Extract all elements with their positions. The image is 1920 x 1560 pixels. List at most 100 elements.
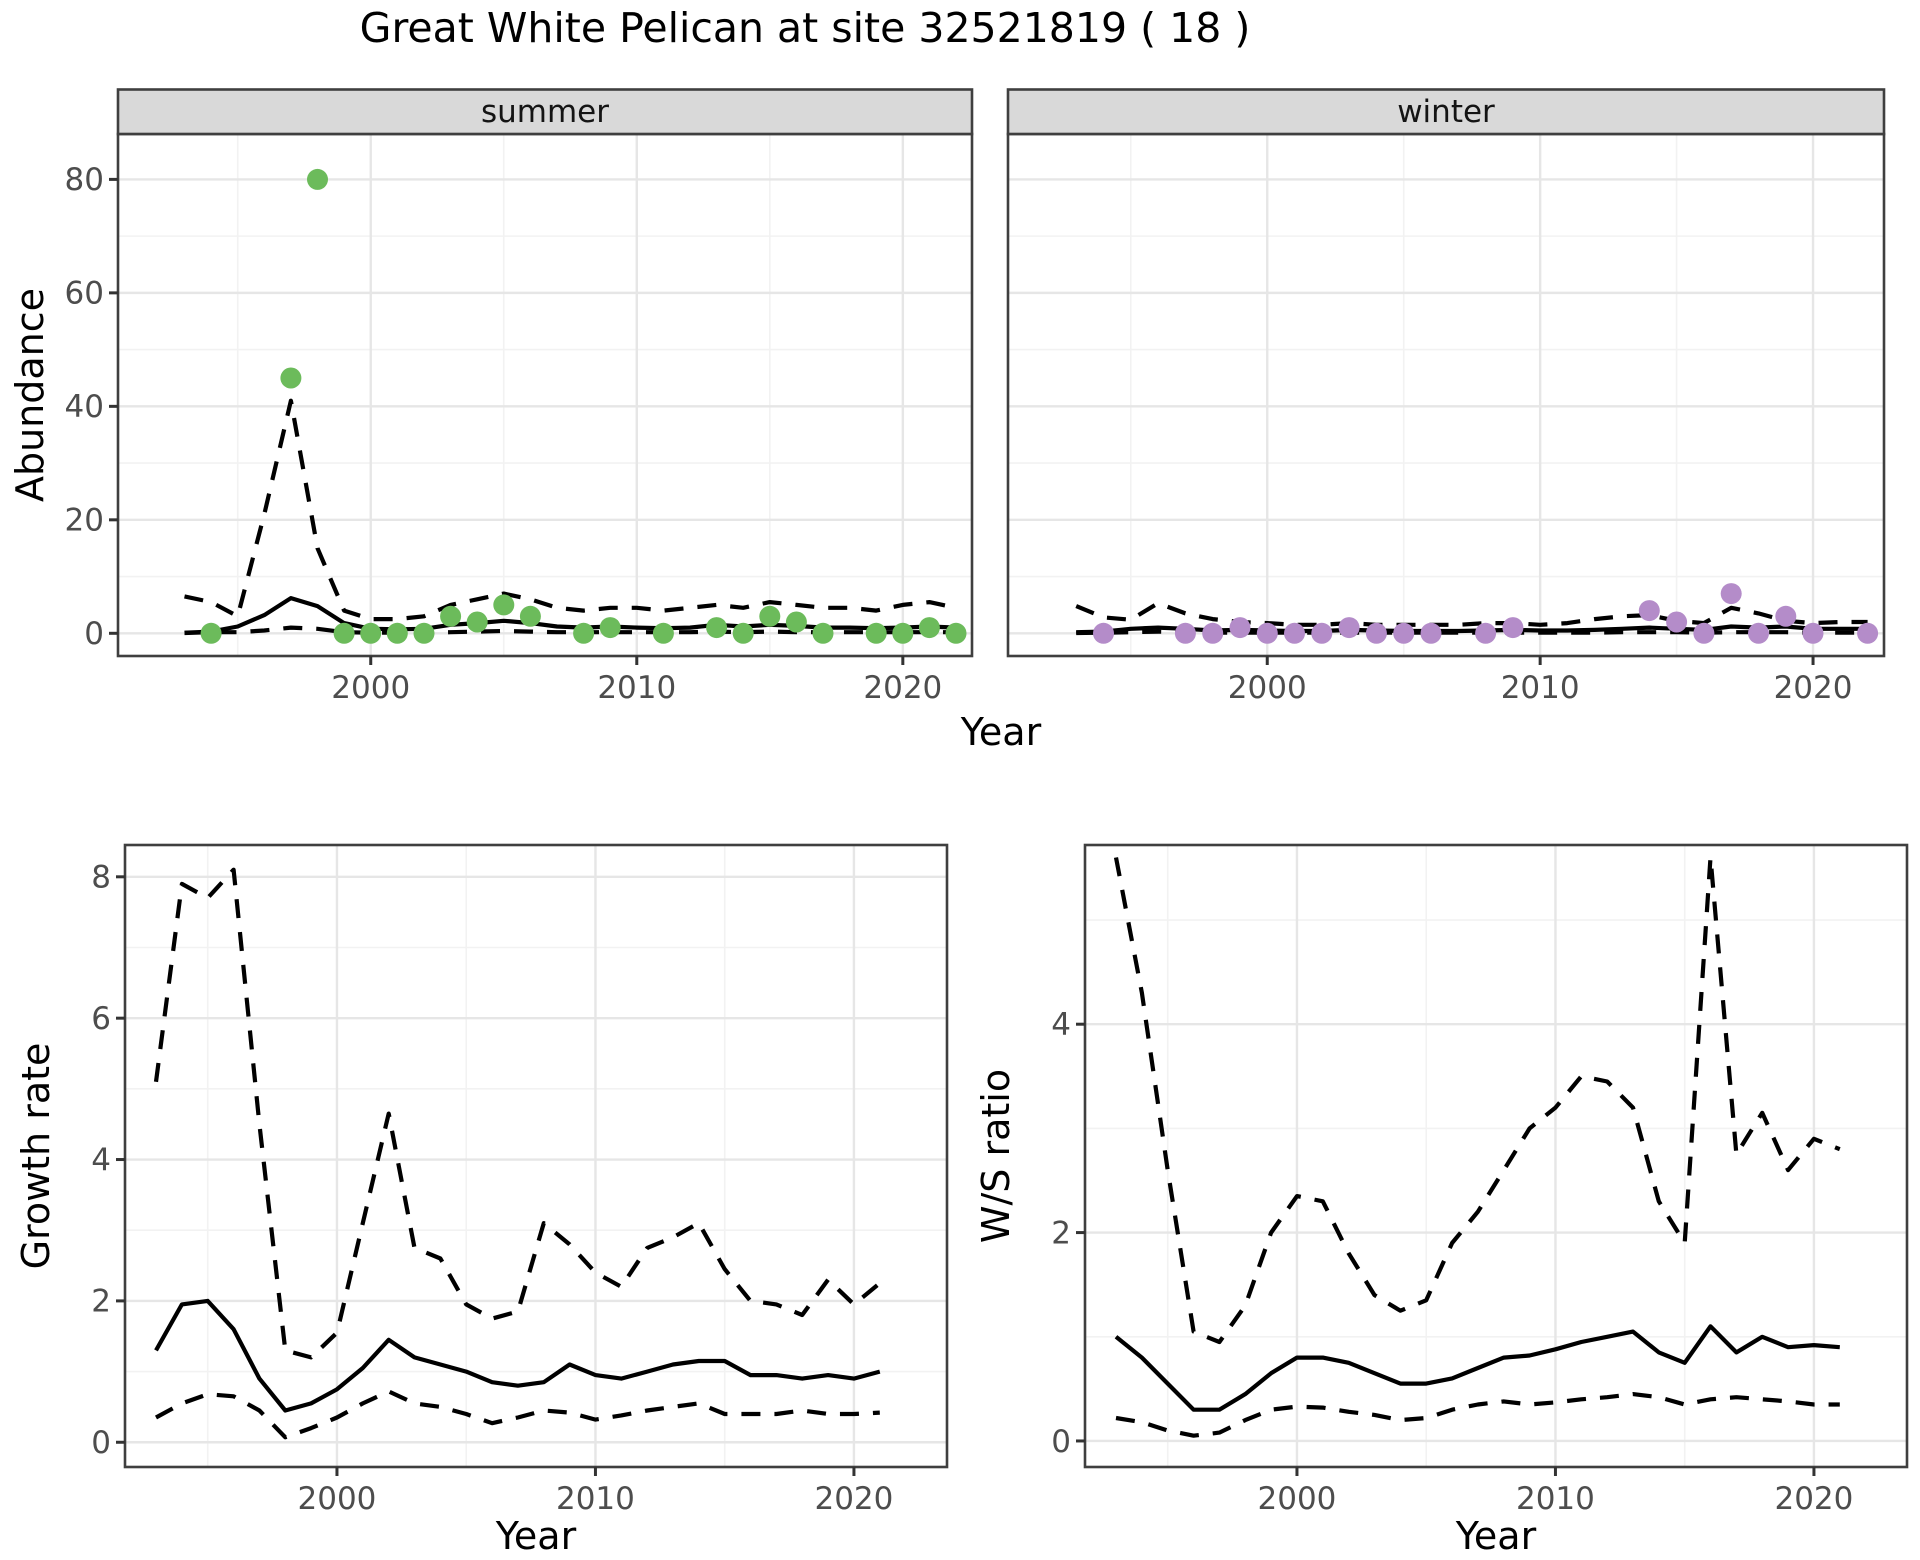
data-points xyxy=(1093,583,1879,644)
facet-strip-label: summer xyxy=(481,94,609,130)
data-point xyxy=(1502,617,1524,639)
y-tick-label: 2 xyxy=(91,1284,111,1320)
panel-border xyxy=(123,843,949,1469)
data-point xyxy=(785,611,807,633)
data-point xyxy=(413,622,435,644)
x-tick-label: 2000 xyxy=(331,670,410,706)
data-point xyxy=(573,622,595,644)
x-tick-label: 2020 xyxy=(1774,1481,1853,1517)
data-point xyxy=(1475,622,1497,644)
data-point xyxy=(1393,622,1415,644)
gridlines xyxy=(125,845,947,1467)
data-point xyxy=(200,622,222,644)
data-marks xyxy=(1075,583,1879,644)
x-tick-label: 2000 xyxy=(298,1481,377,1517)
x-tick-label: 2010 xyxy=(556,1481,635,1517)
data-point xyxy=(1311,622,1333,644)
data-point xyxy=(1229,617,1251,639)
x-axis-ticks: 2000 2010 2020 xyxy=(1258,1467,1853,1517)
y-tick-label: 20 xyxy=(65,503,104,539)
data-marks xyxy=(153,867,882,1440)
upper-ci-line xyxy=(1113,855,1841,1345)
y-tick-label: 8 xyxy=(91,860,111,896)
median-line xyxy=(1114,1324,1840,1412)
y-axis-title-abundance: Abundance xyxy=(8,287,52,503)
x-tick-label: 2010 xyxy=(1501,670,1580,706)
upper-ci-line xyxy=(153,867,882,1360)
data-point xyxy=(945,622,967,644)
y-tick-label: 2 xyxy=(1051,1215,1071,1251)
x-axis-ticks: 2000 2010 2020 xyxy=(1228,656,1853,706)
data-marks xyxy=(1113,855,1841,1438)
data-point xyxy=(1720,583,1742,605)
x-axis-title-top: Year xyxy=(960,710,1042,754)
y-tick-label: 0 xyxy=(1051,1424,1071,1460)
data-marks xyxy=(184,168,967,644)
y-tick-label: 4 xyxy=(1051,1007,1071,1043)
x-axis-ticks: 2000 2010 2020 xyxy=(298,1467,893,1517)
panel-background xyxy=(125,845,947,1467)
data-point xyxy=(280,367,302,389)
winter-facet-chart: winter 2000 2010 2020 xyxy=(1006,88,1886,706)
data-point xyxy=(812,622,834,644)
panel-border xyxy=(1083,843,1909,1469)
data-point xyxy=(1775,605,1797,627)
data-point xyxy=(386,622,408,644)
data-point xyxy=(918,617,940,639)
panel-background xyxy=(1008,134,1884,656)
data-point xyxy=(732,622,754,644)
data-point xyxy=(1638,600,1660,622)
data-point xyxy=(333,622,355,644)
data-point xyxy=(1256,622,1278,644)
data-point xyxy=(1748,622,1769,644)
x-axis-ticks: 2000 2010 2020 xyxy=(331,656,942,706)
data-point xyxy=(1666,611,1688,633)
y-axis-ticks: 0 2 4 xyxy=(1051,1007,1085,1460)
data-point xyxy=(1693,622,1715,644)
y-tick-label: 0 xyxy=(91,1425,111,1461)
median-line xyxy=(154,1298,881,1413)
x-tick-label: 2020 xyxy=(814,1481,893,1517)
data-points xyxy=(200,168,967,644)
x-tick-label: 2020 xyxy=(1774,670,1853,706)
data-point xyxy=(1802,622,1824,644)
data-point xyxy=(1365,622,1387,644)
data-point xyxy=(1093,622,1114,644)
lower-ci-line xyxy=(1115,1392,1840,1438)
data-point xyxy=(1202,622,1224,644)
facet-strip-label: winter xyxy=(1397,94,1495,130)
upper-ci-line xyxy=(1075,601,1868,627)
facet-strip: summer xyxy=(116,88,974,136)
data-point xyxy=(599,617,621,639)
data-point xyxy=(1857,622,1879,644)
x-tick-label: 2010 xyxy=(1516,1481,1595,1517)
summer-facet-chart: summer 2000 2010 2020 0 20 40 60 80 xyxy=(65,88,974,706)
page-title: Great White Pelican at site 32521819 ( 1… xyxy=(359,4,1251,52)
x-axis-title-ws: Year xyxy=(1455,1514,1537,1558)
data-point xyxy=(1420,622,1442,644)
data-point xyxy=(307,168,328,190)
data-point xyxy=(1338,617,1360,639)
data-point xyxy=(892,622,914,644)
gridlines xyxy=(118,134,972,656)
panel-background xyxy=(118,134,972,656)
gridlines xyxy=(1008,134,1884,656)
data-point xyxy=(706,617,728,639)
y-tick-label: 40 xyxy=(65,389,104,425)
x-tick-label: 2020 xyxy=(863,670,942,706)
ws-ratio-chart: 2000 2010 2020 0 2 4 xyxy=(1051,843,1909,1517)
upper-ci-line xyxy=(184,398,957,622)
x-axis-title-growth: Year xyxy=(495,1514,577,1558)
facet-strip: winter xyxy=(1006,88,1886,136)
x-tick-label: 2010 xyxy=(597,670,676,706)
data-point xyxy=(1284,622,1305,644)
x-tick-label: 2000 xyxy=(1228,670,1307,706)
y-tick-label: 4 xyxy=(91,1142,111,1178)
data-point xyxy=(759,605,781,627)
data-point xyxy=(493,594,515,616)
data-point xyxy=(440,605,462,627)
growth-rate-chart: 2000 2010 2020 0 2 4 6 8 xyxy=(91,843,949,1517)
y-axis-ticks: 0 2 4 6 8 xyxy=(91,860,125,1461)
data-point xyxy=(1174,622,1196,644)
gridlines xyxy=(1085,845,1907,1467)
